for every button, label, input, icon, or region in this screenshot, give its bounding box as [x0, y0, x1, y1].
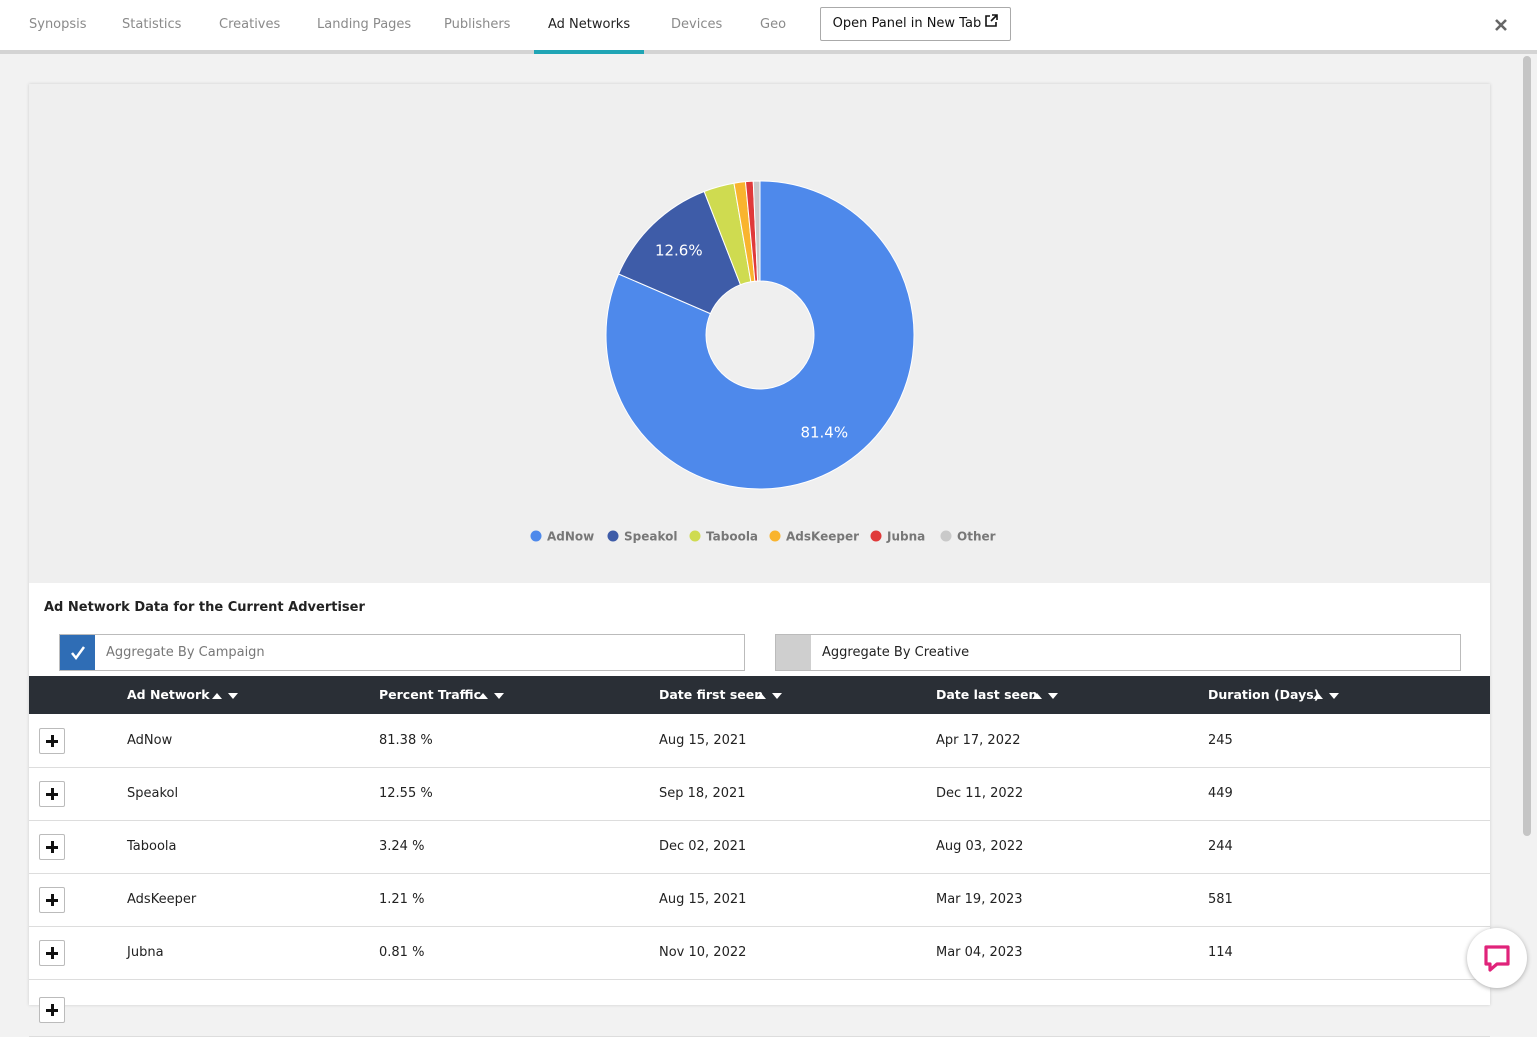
table-row: [29, 984, 1490, 1037]
chat-icon: [1467, 928, 1527, 988]
chart-area: 81.4% 12.6% AdNow Speakol Taboola AdsKeeper Ju…: [29, 84, 1490, 583]
tab[interactable]: Landing Pages: [303, 0, 425, 50]
option-label: Aggregate By Creative: [822, 635, 969, 670]
sort-icon[interactable]: [212, 689, 242, 704]
table-row: Taboola 3.24 % Dec 02, 2021 Aug 03, 2022 244: [29, 821, 1490, 874]
table-cell: Sep 18, 2021: [659, 768, 746, 820]
legend-label[interactable]: Other: [957, 530, 996, 544]
tab[interactable]: Ad Networks: [534, 0, 644, 54]
legend-label[interactable]: Speakol: [624, 530, 677, 544]
legend-marker: [690, 531, 701, 542]
table-cell: Aug 03, 2022: [936, 821, 1023, 873]
chart: 81.4% 12.6% AdNow Speakol Taboola AdsKeeper Ju…: [29, 84, 1490, 583]
column-header[interactable]: Ad Network: [127, 676, 210, 714]
table-cell: 3.24 %: [379, 821, 424, 873]
tab-bar: Open Panel in New Tab SynopsisStatistics…: [0, 0, 1537, 54]
sort-icon[interactable]: [1313, 689, 1343, 704]
table-cell: Aug 15, 2021: [659, 874, 746, 926]
chat-button[interactable]: [1467, 928, 1527, 988]
table-row: Jubna 0.81 % Nov 10, 2022 Mar 04, 2023 114: [29, 927, 1490, 980]
legend-marker: [531, 531, 542, 542]
data-label: 12.6%: [655, 241, 703, 259]
column-header[interactable]: Duration (Days): [1208, 676, 1319, 714]
tab[interactable]: Publishers: [430, 0, 524, 50]
table-cell: Mar 04, 2023: [936, 927, 1023, 979]
column-header[interactable]: Percent Traffic: [379, 676, 481, 714]
expand-button[interactable]: [39, 781, 65, 807]
sort-icon[interactable]: [756, 689, 786, 704]
legend-label[interactable]: Jubna: [886, 530, 925, 544]
table-row: AdNow 81.38 % Aug 15, 2021 Apr 17, 2022 245: [29, 715, 1490, 768]
table-cell: 245: [1208, 715, 1233, 767]
legend-label[interactable]: AdsKeeper: [786, 530, 859, 544]
table-row: AdsKeeper 1.21 % Aug 15, 2021 Mar 19, 2023 5…: [29, 874, 1490, 927]
panel: 81.4%12.6%AdNowSpeakolTaboolaAdsKeeperJu…: [29, 84, 1490, 1005]
option-label: Aggregate By Campaign: [106, 635, 265, 670]
checkbox: [60, 635, 95, 670]
aggregate-option[interactable]: Aggregate By Creative: [775, 634, 1461, 671]
sort-arrows: [756, 691, 786, 701]
legend-label[interactable]: AdNow: [547, 530, 594, 544]
expand-button[interactable]: [39, 887, 65, 913]
sort-icon[interactable]: [1032, 689, 1062, 704]
sort-arrows: [212, 691, 242, 701]
column-header[interactable]: Date first seen: [659, 676, 763, 714]
sort-arrows: [478, 691, 508, 701]
table-cell: Apr 17, 2022: [936, 715, 1021, 767]
data-label: 81.4%: [800, 423, 848, 441]
table-cell: 581: [1208, 874, 1233, 926]
sort-icon[interactable]: [478, 689, 508, 704]
table-cell: Dec 11, 2022: [936, 768, 1023, 820]
aggregate-option[interactable]: Aggregate By Campaign: [59, 634, 745, 671]
table-cell: AdsKeeper: [127, 874, 196, 926]
table-cell: 449: [1208, 768, 1233, 820]
legend-marker: [770, 531, 781, 542]
table-cell: Nov 10, 2022: [659, 927, 746, 979]
expand-button[interactable]: [39, 997, 65, 1023]
table-cell: 0.81 %: [379, 927, 424, 979]
section-title: Ad Network Data for the Current Advertis…: [44, 600, 365, 615]
close-button[interactable]: [1494, 18, 1508, 32]
table-cell: 114: [1208, 927, 1233, 979]
tab[interactable]: Statistics: [108, 0, 195, 50]
page: Open Panel in New Tab SynopsisStatistics…: [0, 0, 1537, 1005]
expand-button[interactable]: [39, 834, 65, 860]
sort-arrows: [1313, 691, 1343, 701]
legend-marker: [608, 531, 619, 542]
legend-marker: [941, 531, 952, 542]
table-cell: 81.38 %: [379, 715, 433, 767]
tab[interactable]: Geo: [746, 0, 800, 50]
sort-arrows: [1032, 691, 1062, 701]
table-cell: Jubna: [127, 927, 164, 979]
legend-marker: [871, 531, 882, 542]
table-cell: 12.55 %: [379, 768, 433, 820]
table-cell: 1.21 %: [379, 874, 424, 926]
legend-label[interactable]: Taboola: [706, 530, 758, 544]
expand-button[interactable]: [39, 728, 65, 754]
checkbox: [776, 635, 811, 670]
check-icon: [60, 635, 95, 670]
tab[interactable]: Creatives: [205, 0, 294, 50]
table-cell: Speakol: [127, 768, 178, 820]
table-row: Speakol 12.55 % Sep 18, 2021 Dec 11, 2022 44…: [29, 768, 1490, 821]
table-cell: AdNow: [127, 715, 172, 767]
tab[interactable]: Synopsis: [15, 0, 101, 50]
expand-button[interactable]: [39, 940, 65, 966]
scrollbar: [1523, 56, 1531, 836]
table-cell: Taboola: [127, 821, 177, 873]
external-icon: [985, 14, 998, 27]
table-cell: Aug 15, 2021: [659, 715, 746, 767]
open-panel-button[interactable]: Open Panel in New Tab: [820, 7, 1011, 41]
tab[interactable]: Devices: [657, 0, 736, 50]
column-header[interactable]: Date last seen: [936, 676, 1037, 714]
table-header: Ad Network Percent Traffic Date first seen…: [29, 676, 1490, 714]
table-cell: Dec 02, 2021: [659, 821, 746, 873]
table-cell: Mar 19, 2023: [936, 874, 1023, 926]
button-label: Open Panel in New Tab: [833, 16, 982, 31]
table-cell: 244: [1208, 821, 1233, 873]
